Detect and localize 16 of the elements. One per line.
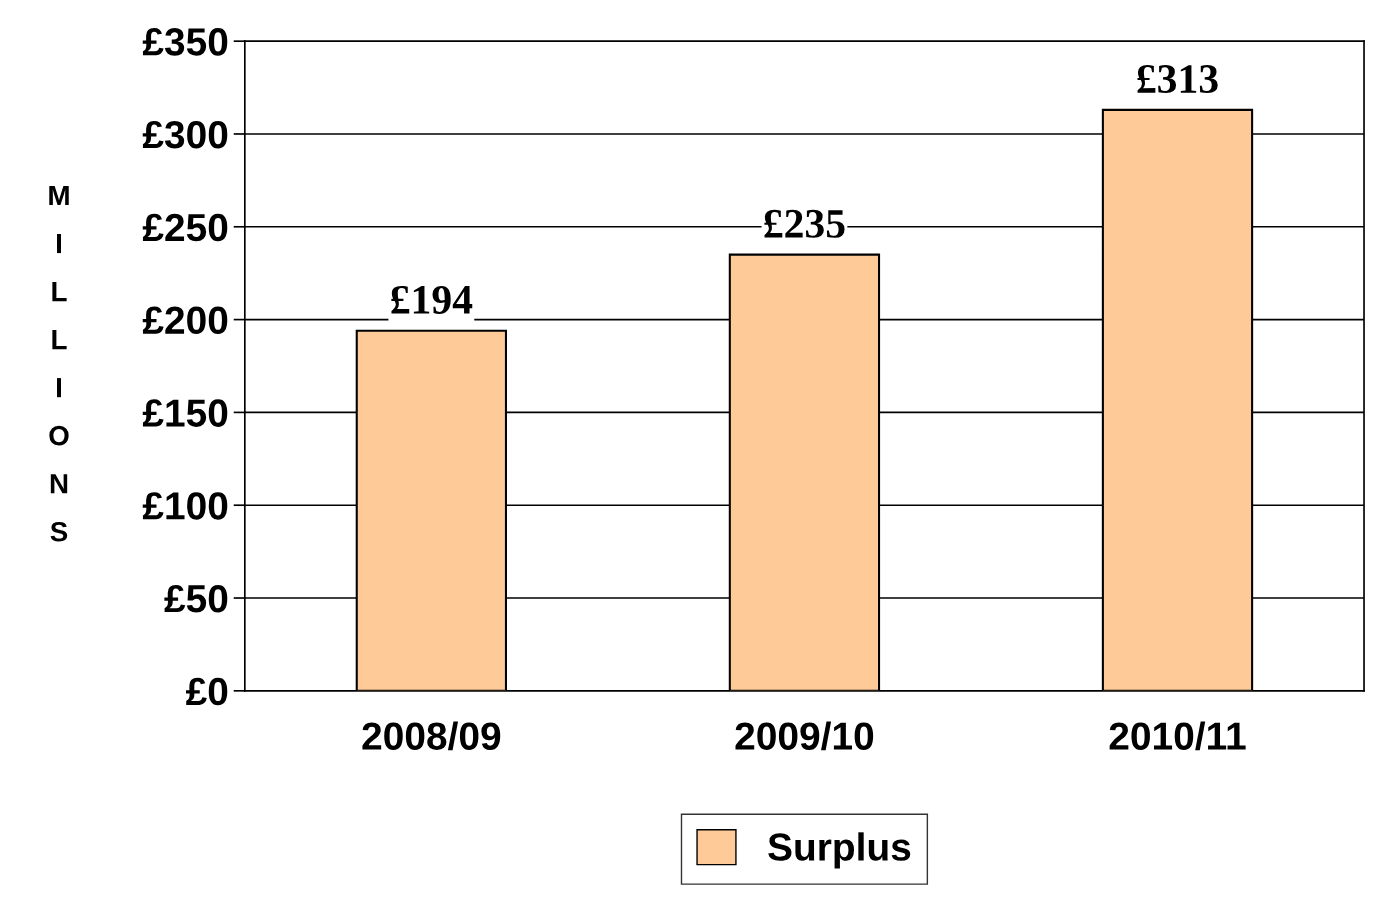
y-tick-label: £100 [142, 492, 228, 520]
y-tick-label: £350 [142, 28, 228, 56]
y-axis-title: MILLIONS [49, 185, 69, 542]
y-tick-label: £250 [142, 213, 228, 242]
x-tick-label: 2010/11 [1109, 721, 1246, 751]
text: £194 [391, 285, 473, 314]
x-tick-label: 2009/10 [735, 721, 874, 751]
text: £235 [764, 209, 845, 238]
x-tick-label: 2008/09 [362, 721, 501, 751]
y-tick-label: £150 [142, 399, 228, 427]
y-tick-label: £200 [142, 306, 228, 335]
y-tick-label: £0 [186, 677, 228, 706]
y-tick-label: £50 [164, 584, 228, 613]
y-tick-label: £300 [142, 120, 228, 149]
legend-label: Surplus [768, 832, 911, 869]
text: £313 [1137, 65, 1218, 94]
